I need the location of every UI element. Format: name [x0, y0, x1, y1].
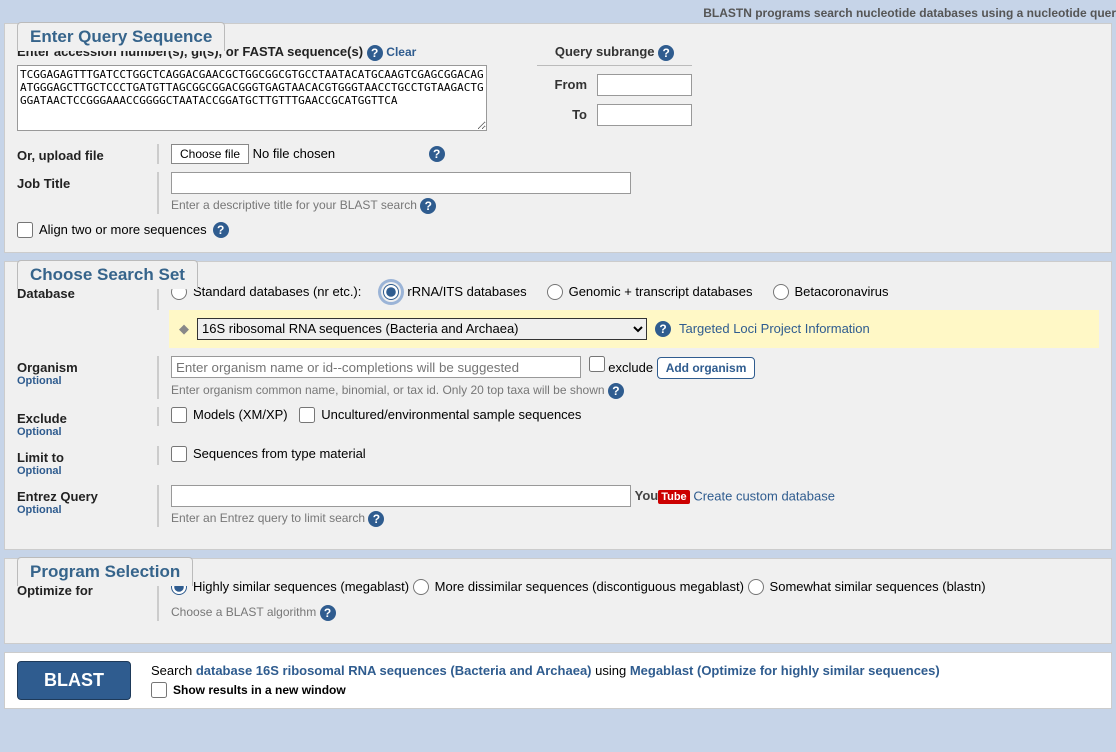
- exclude-checkbox[interactable]: [589, 356, 605, 372]
- search-set-legend: Choose Search Set: [17, 260, 198, 289]
- database-select[interactable]: 16S ribosomal RNA sequences (Bacteria an…: [197, 318, 647, 340]
- disc-label: More dissimilar sequences (discontiguous…: [435, 579, 744, 594]
- search-db: database 16S ribosomal RNA sequences (Ba…: [196, 663, 592, 678]
- help-icon[interactable]: ?: [213, 222, 229, 238]
- query-sequence-panel: Enter Query Sequence Enter accession num…: [4, 23, 1112, 253]
- db-genomic-label: Genomic + transcript databases: [569, 284, 753, 299]
- blastn-label: Somewhat similar sequences (blastn): [770, 579, 986, 594]
- entrez-hint: Enter an Entrez query to limit search: [171, 511, 365, 525]
- models-label: Models (XM/XP): [193, 407, 288, 422]
- from-label: From: [537, 77, 587, 92]
- organism-input[interactable]: [171, 356, 581, 378]
- align-checkbox[interactable]: [17, 222, 33, 238]
- optional-label: Optional: [17, 465, 157, 477]
- query-legend: Enter Query Sequence: [17, 22, 225, 51]
- choose-file-button[interactable]: Choose file: [171, 144, 249, 164]
- search-text-b: using: [592, 663, 630, 678]
- header-tagline: BLASTN programs search nucleotide databa…: [0, 0, 1116, 23]
- db-beta-label: Betacoronavirus: [795, 284, 889, 299]
- submit-bar: BLAST Search database 16S ribosomal RNA …: [4, 652, 1112, 709]
- youtube-icon[interactable]: YouTube: [635, 488, 690, 503]
- help-icon[interactable]: ?: [368, 511, 384, 527]
- typemat-checkbox[interactable]: [171, 446, 187, 462]
- db-rrna-label: rRNA/ITS databases: [407, 284, 526, 299]
- uncultured-label: Uncultured/environmental sample sequence…: [321, 407, 581, 422]
- exclude-section-label: Exclude: [17, 411, 67, 426]
- help-icon[interactable]: ?: [320, 605, 336, 621]
- subrange-title: Query subrange: [555, 44, 655, 59]
- align-label: Align two or more sequences: [39, 222, 207, 237]
- from-input[interactable]: [597, 74, 692, 96]
- entrez-input[interactable]: [171, 485, 631, 507]
- newwin-checkbox[interactable]: [151, 682, 167, 698]
- help-icon[interactable]: ?: [658, 45, 674, 61]
- blastn-radio[interactable]: [748, 579, 764, 595]
- models-checkbox[interactable]: [171, 407, 187, 423]
- optional-label: Optional: [17, 504, 157, 516]
- help-icon[interactable]: ?: [429, 146, 445, 162]
- optional-label: Optional: [17, 426, 157, 438]
- clear-link[interactable]: Clear: [386, 45, 416, 59]
- blast-button[interactable]: BLAST: [17, 661, 131, 700]
- query-subrange: Query subrange ? From To: [537, 44, 692, 134]
- jobtitle-label: Job Title: [17, 172, 157, 191]
- newwin-label: Show results in a new window: [173, 683, 346, 697]
- program-panel: Program Selection Optimize for Highly si…: [4, 558, 1112, 644]
- limit-label: Limit to: [17, 450, 64, 465]
- megablast-label: Highly similar sequences (megablast): [193, 579, 409, 594]
- exclude-label: exclude: [608, 360, 653, 375]
- optional-label: Optional: [17, 375, 157, 387]
- help-icon[interactable]: ?: [608, 383, 624, 399]
- help-icon[interactable]: ?: [655, 321, 671, 337]
- program-hint: Choose a BLAST algorithm: [171, 605, 316, 619]
- db-beta-radio[interactable]: [773, 284, 789, 300]
- help-icon[interactable]: ?: [420, 198, 436, 214]
- search-set-panel: Choose Search Set Database Standard data…: [4, 261, 1112, 550]
- db-rrna-radio[interactable]: [383, 284, 399, 300]
- uncultured-checkbox[interactable]: [299, 407, 315, 423]
- organism-label: Organism: [17, 360, 78, 375]
- jobtitle-hint: Enter a descriptive title for your BLAST…: [171, 198, 417, 212]
- disc-radio[interactable]: [413, 579, 429, 595]
- db-std-label: Standard databases (nr etc.):: [193, 284, 361, 299]
- no-file-text: No file chosen: [253, 146, 335, 161]
- help-icon[interactable]: ?: [367, 45, 383, 61]
- sequence-textarea[interactable]: TCGGAGAGTTTGATCCTGGCTCAGGACGAACGCTGGCGGC…: [17, 65, 487, 131]
- search-algo: Megablast (Optimize for highly similar s…: [630, 663, 940, 678]
- entrez-label: Entrez Query: [17, 489, 98, 504]
- to-input[interactable]: [597, 104, 692, 126]
- db-genomic-radio[interactable]: [547, 284, 563, 300]
- add-organism-button[interactable]: Add organism: [657, 357, 756, 379]
- search-text-a: Search: [151, 663, 196, 678]
- typemat-label: Sequences from type material: [193, 446, 366, 461]
- targeted-loci-link[interactable]: Targeted Loci Project Information: [679, 321, 870, 336]
- custom-db-link[interactable]: Create custom database: [693, 488, 835, 503]
- diamond-icon: ◆: [179, 321, 189, 337]
- organism-hint: Enter organism common name, binomial, or…: [171, 383, 605, 397]
- jobtitle-input[interactable]: [171, 172, 631, 194]
- program-legend: Program Selection: [17, 557, 193, 586]
- to-label: To: [537, 107, 587, 122]
- upload-label: Or, upload file: [17, 144, 157, 163]
